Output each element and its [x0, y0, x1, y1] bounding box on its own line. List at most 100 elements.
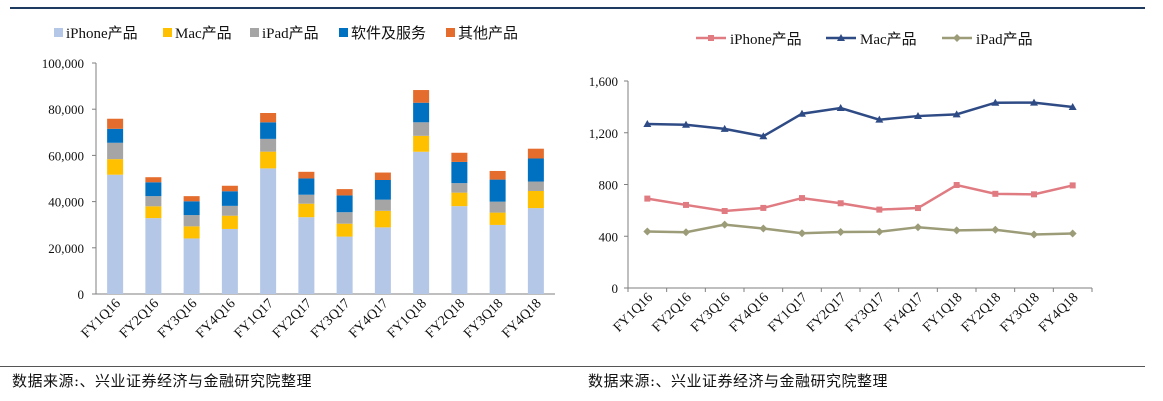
source-note-left: 数据来源:、兴业证券经济与金融研究院整理	[12, 372, 313, 390]
y-tick-label: 0	[78, 287, 85, 302]
bar-segment	[145, 196, 162, 207]
bar-segment	[374, 172, 391, 181]
data-point	[683, 201, 689, 208]
bar-segment	[260, 113, 277, 123]
bar-segment	[183, 215, 200, 227]
x-tick-label: FY2Q17	[804, 290, 849, 335]
data-point	[914, 112, 922, 120]
data-point	[991, 225, 1000, 234]
x-tick-label: FY1Q16	[611, 290, 656, 335]
bar-segment	[145, 218, 162, 294]
bar-segment	[336, 195, 353, 213]
bar-segment	[489, 212, 506, 225]
y-tick-label: 20,000	[48, 241, 84, 256]
y-tick-label: 1,600	[589, 74, 618, 89]
bar-segment	[221, 185, 238, 192]
bar-segment	[107, 159, 124, 175]
bar-segment	[183, 238, 200, 294]
data-point	[760, 204, 767, 211]
x-tick-label: FY4Q17	[882, 290, 927, 335]
legend-label: 其他产品	[458, 25, 518, 42]
x-tick-label: FY1Q17	[232, 296, 277, 341]
bar-segment	[260, 138, 277, 152]
bar-segment	[145, 182, 162, 197]
y-tick-label: 800	[599, 178, 619, 193]
bar-segment	[413, 102, 430, 123]
data-point	[991, 98, 1000, 106]
bar-segment	[374, 180, 391, 200]
data-point	[837, 200, 844, 207]
line-chart: iPhone产品 Mac产品 iPad产品 0 400 800 1,200 1,600 FY1…	[589, 31, 1093, 335]
data-point	[799, 195, 805, 202]
data-point	[759, 224, 768, 233]
bar-segment	[298, 171, 315, 179]
bar-segment	[413, 135, 430, 152]
line-legend: iPhone产品 Mac产品 iPad产品	[696, 31, 1033, 48]
data-point	[1068, 103, 1077, 111]
bar-segment	[298, 217, 315, 294]
x-tick-label: FY1Q18	[385, 296, 430, 341]
bar-segment	[145, 177, 162, 183]
bar-segment	[489, 224, 506, 294]
y-tick-label: 40,000	[48, 195, 84, 210]
data-point	[682, 120, 690, 128]
bar-segment	[107, 142, 124, 160]
data-point	[1030, 98, 1038, 106]
data-point	[952, 110, 961, 118]
bar-segment	[183, 226, 200, 239]
x-tick-label: FY2Q16	[650, 290, 695, 335]
line-plot-area: 04008001,2001,600FY1Q16FY2Q16FY3Q16FY4Q1…	[589, 74, 1093, 335]
x-tick-label: FY2Q17	[270, 296, 315, 341]
bar-segment	[374, 199, 391, 211]
data-point	[720, 124, 729, 132]
bar-legend: iPhone产品 Mac产品 iPad产品 软件及服务 其他产品	[54, 25, 518, 42]
bar-segment	[489, 179, 506, 202]
bar-segment	[527, 190, 544, 209]
bar-segment	[451, 152, 468, 162]
bar-segment	[260, 168, 277, 294]
data-point	[1068, 229, 1077, 238]
x-tick-label: FY1Q18	[920, 290, 965, 335]
x-tick-label: FY3Q18	[461, 296, 506, 341]
x-tick-label: FY3Q16	[688, 290, 733, 335]
x-tick-label: FY4Q16	[193, 296, 238, 341]
bar-segment	[183, 196, 200, 202]
legend-swatch	[250, 28, 259, 37]
y-tick-label: 1,200	[589, 126, 618, 141]
bar-segment	[260, 122, 277, 139]
data-point	[836, 227, 845, 236]
data-point	[953, 34, 961, 42]
data-point	[721, 208, 728, 215]
bar-segment	[413, 151, 430, 294]
data-point	[720, 220, 729, 229]
bottom-rule	[0, 366, 1145, 367]
data-point	[837, 34, 845, 41]
bar-segment	[221, 215, 238, 229]
x-tick-label: FY4Q17	[346, 296, 391, 341]
data-point	[875, 115, 884, 123]
legend-swatch	[163, 28, 172, 37]
bar-segment	[374, 210, 391, 228]
legend-label: iPad产品	[976, 31, 1033, 48]
bar-segment	[374, 227, 391, 294]
stacked-bar-chart: iPhone产品 Mac产品 iPad产品 软件及服务 其他产品 0 20,000 40,0…	[42, 25, 555, 341]
x-tick-label: FY3Q17	[843, 290, 888, 335]
x-tick-label: FY1Q16	[79, 296, 124, 341]
bar-segment	[336, 223, 353, 237]
x-tick-label: FY4Q18	[1036, 290, 1081, 335]
bar-segment	[221, 191, 238, 206]
x-tick-label: FY2Q18	[423, 296, 468, 341]
y-tick-label: 0	[612, 281, 619, 296]
data-point	[992, 190, 999, 197]
y-tick-label: 60,000	[48, 148, 84, 163]
data-point	[914, 223, 922, 232]
bar-segment	[527, 148, 544, 159]
series-line	[647, 223, 1073, 236]
bar-segment	[527, 158, 544, 182]
data-point	[1069, 182, 1076, 189]
bar-segment	[298, 203, 315, 218]
bar-segment	[221, 205, 238, 216]
x-tick-label: FY2Q16	[117, 296, 162, 341]
data-point	[798, 229, 806, 238]
x-tick-label: FY1Q17	[766, 290, 811, 335]
